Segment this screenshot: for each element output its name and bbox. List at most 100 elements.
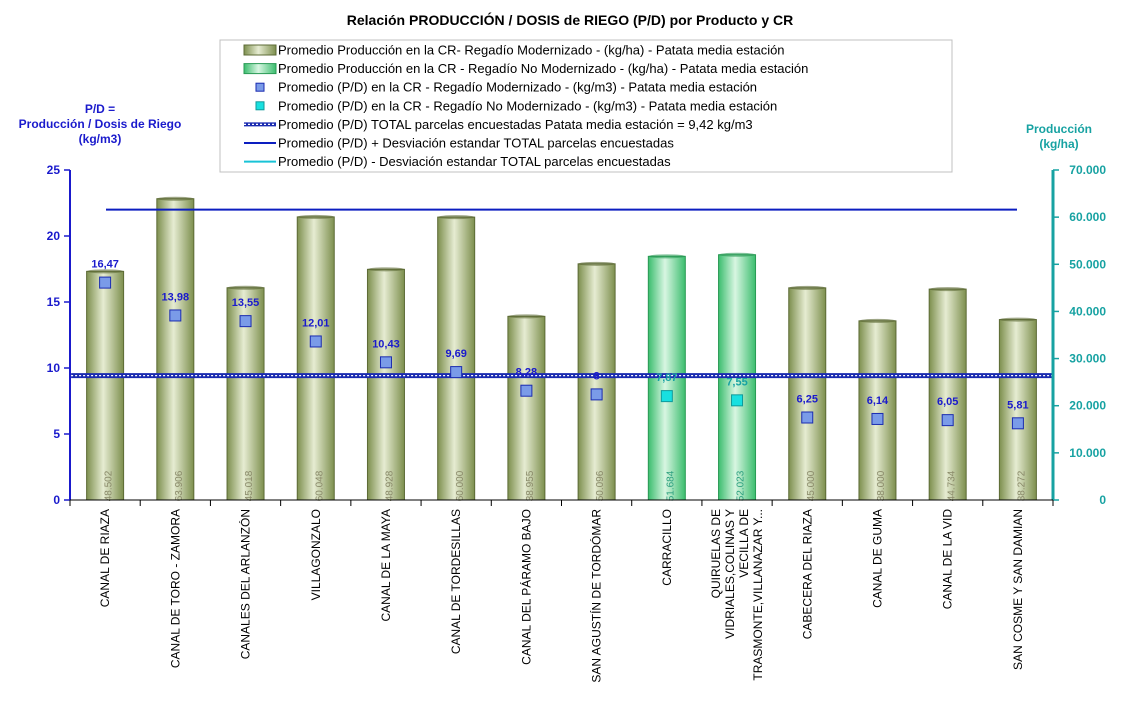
right-axis-tick-label: 0: [1099, 493, 1106, 507]
pd-marker-modernizado-label: 13,98: [162, 291, 190, 303]
production-bar-modernizado-label: 44.734: [946, 470, 957, 501]
production-bar-modernizado-label: 38.272: [1017, 470, 1028, 501]
legend-item-2: Promedio (P/D) en la CR - Regadío Modern…: [255, 80, 757, 95]
pd-marker-modernizado: [1011, 417, 1024, 430]
pd-marker-modernizado-label: 6,05: [937, 396, 958, 408]
production-bar-modernizado-label: 45.018: [244, 470, 255, 501]
right-axis-title: Producción(kg/ha): [1026, 122, 1092, 151]
legend-item-3: Promedio (P/D) en la CR - Regadío No Mod…: [255, 98, 777, 113]
category-label-line: SAN AGUSTÍN DE TORDÓMAR: [589, 509, 604, 683]
category-label: CABECERA DEL RIAZA: [800, 509, 814, 639]
right-axis-tick-label: 40.000: [1069, 304, 1106, 318]
category-label-line: CANAL DE TORO - ZAMORA: [168, 509, 182, 668]
production-bar-no-modernizado-top: [648, 254, 686, 259]
left-axis-tick-label: 0: [53, 493, 60, 507]
category-label: CANAL DEL PÁRAMO BAJO: [518, 509, 533, 665]
production-bar-modernizado-top: [227, 285, 265, 290]
category-label-line: CANAL DE TORDESILLAS: [449, 509, 463, 654]
production-bar-modernizado-top: [437, 215, 475, 220]
legend-swatch-bar: [243, 44, 277, 56]
category-label-line: CANAL DE GUMA: [870, 509, 884, 608]
production-bar-modernizado-top: [858, 318, 896, 323]
category-label: SAN COSME Y SAN DAMIAN: [1011, 509, 1025, 670]
legend-label: Promedio Producción en la CR - Regadío N…: [278, 61, 808, 76]
legend-item-4: Promedio (P/D) TOTAL parcelas encuestada…: [244, 117, 753, 132]
pd-marker-modernizado-label: 6,25: [797, 394, 818, 406]
axes: 0 5 10 15 20 25 0 10.000 20.000 30.000 40.000 50.00…: [47, 163, 1107, 507]
production-bar-modernizado-label: 38.000: [876, 470, 887, 501]
category-label-line: CANALES DEL ARLANZÓN: [238, 509, 253, 659]
production-bar-modernizado-top: [367, 267, 405, 272]
right-axis-title-line: (kg/ha): [1039, 137, 1078, 151]
production-bar-modernizado-label: 38.955: [525, 470, 536, 501]
pd-marker-modernizado: [941, 414, 954, 427]
production-bar-modernizado: 48.502: [86, 269, 125, 501]
category-label-line: VECILLA DE: [737, 509, 751, 578]
production-bar-modernizado-rect: [366, 268, 405, 501]
category-label-line: CANAL DE RIAZA: [98, 509, 112, 607]
category-labels: CANAL DE RIAZA CANAL DE TORO - ZAMORA CANA…: [98, 509, 1025, 683]
pd-marker-no-modernizado: [731, 394, 744, 407]
chart-title: Relación PRODUCCIÓN / DOSIS de RIEGO (P/…: [347, 11, 794, 28]
left-axis-title: P/D =Producción / Dosis de Riego(kg/m3): [19, 102, 182, 146]
category-label-line: CANAL DEL PÁRAMO BAJO: [518, 509, 533, 665]
legend-label: Promedio Producción en la CR- Regadío Mo…: [278, 43, 785, 58]
pd-marker-modernizado: [520, 384, 533, 397]
production-bar-modernizado-rect: [86, 270, 125, 501]
production-bar-modernizado-label: 60.048: [314, 470, 325, 501]
legend-item-0: Promedio Producción en la CR- Regadío Mo…: [243, 43, 785, 58]
left-axis-title-line: P/D =: [85, 102, 115, 116]
left-axis-tick-label: 20: [47, 229, 61, 243]
left-axis-title-line: (kg/m3): [79, 132, 122, 146]
left-axis-tick-label: 10: [47, 361, 61, 375]
pd-marker-modernizado: [169, 309, 182, 322]
legend-label: Promedio (P/D) en la CR - Regadío Modern…: [278, 80, 757, 95]
production-bar-modernizado-rect: [928, 288, 967, 501]
production-bar-modernizado-label: 48.502: [104, 470, 115, 501]
left-axis-tick-label: 25: [47, 163, 61, 177]
production-bar-modernizado: 48.928: [366, 267, 405, 501]
category-label: VILLAGONZALO: [309, 509, 323, 600]
category-label: CANALES DEL ARLANZÓN: [238, 509, 253, 659]
production-bar-no-modernizado-rect: [647, 255, 686, 501]
production-bar-modernizado: 50.096: [577, 261, 616, 501]
legend-swatch-marker: [255, 101, 265, 111]
category-label: CANAL DE TORO - ZAMORA: [168, 509, 182, 668]
category-label-line: CANAL DE LA VID: [941, 509, 955, 610]
production-bar-modernizado-top: [507, 314, 545, 319]
category-label: CANAL DE LA MAYA: [379, 509, 393, 621]
production-bar-modernizado: 63.906: [156, 196, 195, 501]
legend-item-1: Promedio Producción en la CR - Regadío N…: [243, 61, 808, 76]
production-bar-modernizado-label: 48.928: [385, 470, 396, 501]
pd-marker-modernizado-label: 5,81: [1007, 399, 1028, 411]
category-label: CANAL DE TORDESILLAS: [449, 509, 463, 654]
pd-marker-modernizado: [450, 366, 463, 379]
category-label-line: TRASMONTE,VILLANAZAR Y...: [751, 509, 765, 681]
pd-marker-no-modernizado-label: 7,87: [656, 372, 677, 384]
production-bar-modernizado: 45.000: [788, 285, 827, 501]
category-label: CANAL DE RIAZA: [98, 509, 112, 607]
production-bar-modernizado-top: [578, 261, 616, 266]
pd-marker-modernizado-label: 9,69: [445, 348, 466, 360]
pd-marker-modernizado-label: 13,55: [232, 297, 260, 309]
production-bar-modernizado-top: [86, 269, 124, 274]
production-bar-modernizado-top: [156, 196, 194, 201]
right-axis-title-line: Producción: [1026, 122, 1092, 136]
legend-item-5: Promedio (P/D) + Desviación estandar TOT…: [244, 136, 674, 151]
pd-marker-no-modernizado: [660, 390, 673, 403]
production-bar-modernizado-label: 60.000: [455, 470, 466, 501]
right-axis-tick-label: 30.000: [1069, 352, 1106, 366]
category-label: CANAL DE GUMA: [870, 509, 884, 608]
left-axis-title-line: Producción / Dosis de Riego: [19, 117, 182, 131]
production-bar-modernizado-label: 45.000: [806, 470, 817, 501]
legend-swatch-bar: [243, 63, 277, 75]
category-label-line: SAN COSME Y SAN DAMIAN: [1011, 509, 1025, 670]
category-label-line: CANAL DE LA MAYA: [379, 509, 393, 621]
production-bar-modernizado: 38.272: [998, 317, 1037, 501]
pd-marker-modernizado: [239, 315, 252, 328]
production-bar-no-modernizado-top: [718, 252, 756, 257]
right-axis-tick-label: 50.000: [1069, 257, 1106, 271]
legend: Promedio Producción en la CR- Regadío Mo…: [219, 39, 953, 173]
legend-label: Promedio (P/D) TOTAL parcelas encuestada…: [278, 117, 753, 132]
production-bar-modernizado-top: [999, 317, 1037, 322]
